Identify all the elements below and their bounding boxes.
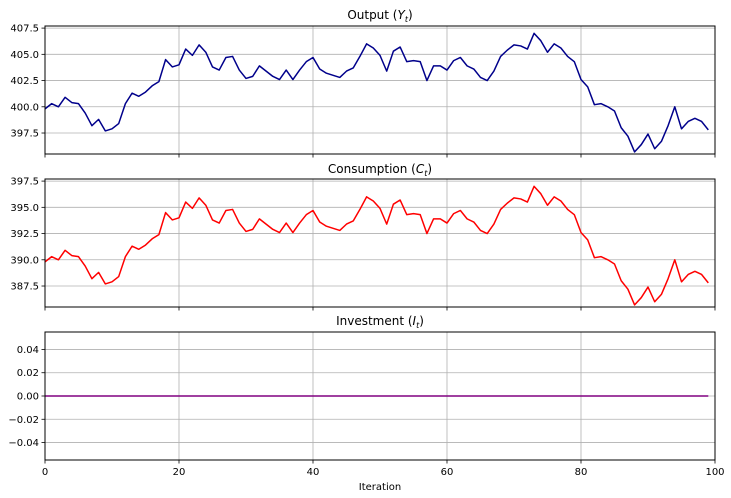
investment-panel: Investment (It) 0 20 40 60 80 100 −0.04 −0.02 0.… xyxy=(8,314,724,493)
consumption-title: Consumption (Ct) xyxy=(328,162,432,178)
output-y-tick-label: 400.0 xyxy=(10,102,39,113)
investment-y-tick-label: 0.04 xyxy=(17,345,39,356)
x-tick-label: 80 xyxy=(575,467,588,478)
output-panel: Output (Yt) 397.5 400.0 402.5 405.0 407.5 xyxy=(10,8,716,158)
investment-y-tick-label: −0.04 xyxy=(8,438,39,449)
x-tick-label: 20 xyxy=(173,467,186,478)
investment-y-tick-label: 0.02 xyxy=(17,368,39,379)
x-tick-label: 100 xyxy=(705,467,724,478)
investment-title: Investment (It) xyxy=(336,314,424,330)
output-plot-frame xyxy=(44,25,716,155)
output-y-tick-label: 397.5 xyxy=(10,129,39,140)
output-y-tick-label: 402.5 xyxy=(10,76,39,87)
consumption-panel: Consumption (Ct) 387.5 390.0 392.5 395.0 397… xyxy=(10,162,716,311)
output-series-line xyxy=(44,32,709,153)
consumption-y-tick-label: 395.0 xyxy=(10,203,39,214)
x-tick-label: 60 xyxy=(441,467,454,478)
output-title: Output (Yt) xyxy=(347,8,412,24)
x-axis-label: Iteration xyxy=(359,482,401,493)
investment-y-tick-label: 0.00 xyxy=(17,392,39,403)
output-y-tick-label: 407.5 xyxy=(10,24,39,35)
consumption-y-tick-label: 390.0 xyxy=(10,255,39,266)
consumption-y-tick-label: 397.5 xyxy=(10,177,39,188)
x-tick-label: 40 xyxy=(307,467,320,478)
consumption-plot-frame xyxy=(44,178,716,308)
consumption-y-tick-label: 387.5 xyxy=(10,282,39,293)
consumption-series-line xyxy=(44,185,709,306)
x-tick-label: 0 xyxy=(42,467,48,478)
investment-y-tick-label: −0.02 xyxy=(8,415,39,426)
consumption-y-tick-label: 392.5 xyxy=(10,229,39,240)
output-y-tick-label: 405.0 xyxy=(10,50,39,61)
